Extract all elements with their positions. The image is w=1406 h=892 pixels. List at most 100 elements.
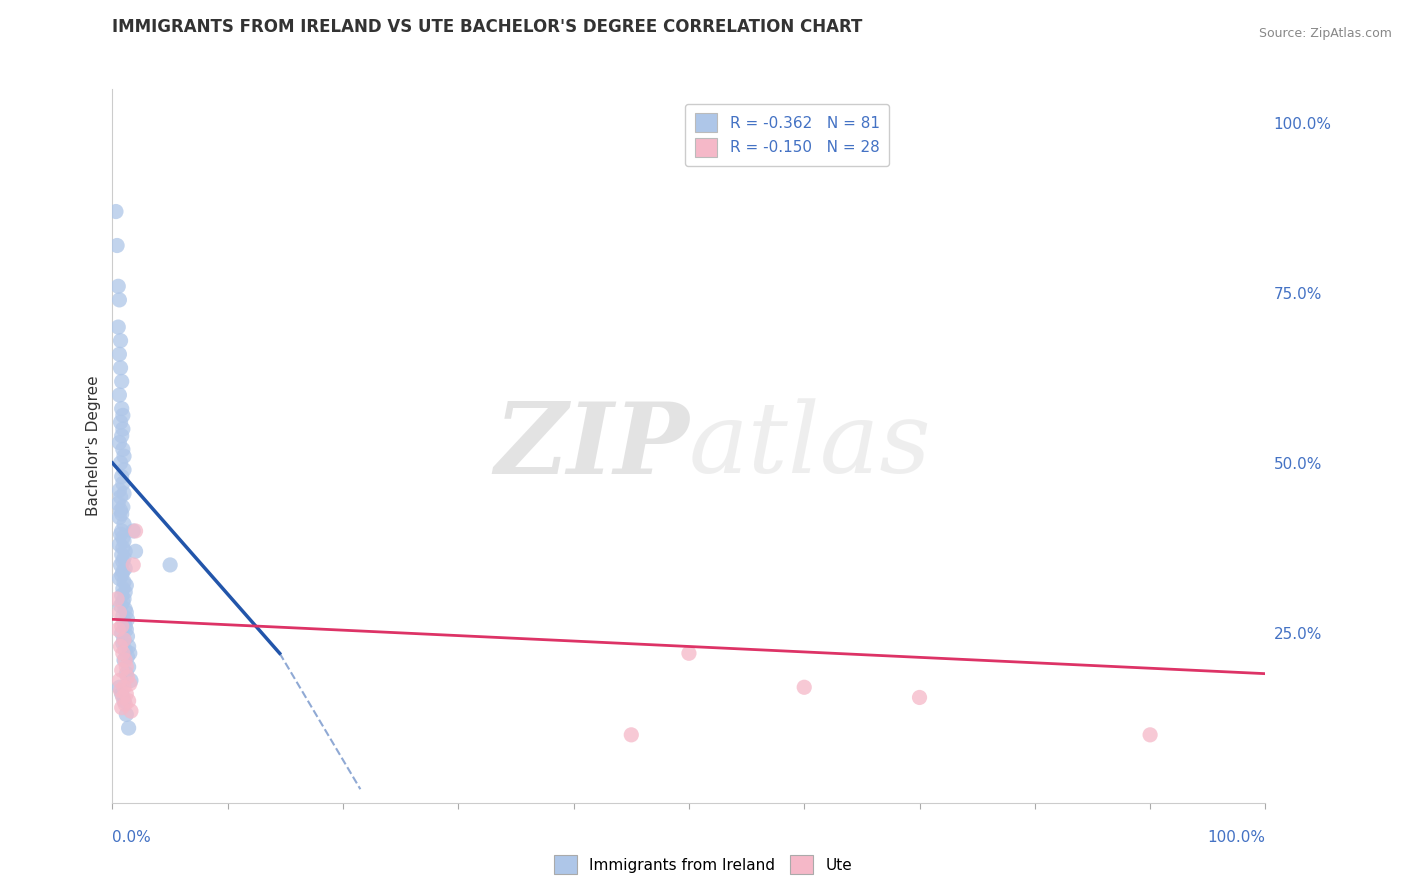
Point [111,524,134,538]
Point [112,680,135,694]
Point [111,401,134,416]
Point [114,643,136,657]
Point [110,640,132,654]
Point [108,483,131,498]
Point [114,585,136,599]
Point [908,690,931,705]
Point [114,698,136,712]
Point [114,544,136,558]
Point [112,591,135,606]
Point [107,320,129,334]
Legend: R = -0.362   N = 81, R = -0.150   N = 28: R = -0.362 N = 81, R = -0.150 N = 28 [685,104,889,166]
Point [122,524,145,538]
Point [108,435,131,450]
Point [111,626,134,640]
Point [117,640,139,654]
Point [111,476,134,491]
Point [111,429,134,443]
Point [678,646,700,660]
Point [124,544,146,558]
Point [110,456,132,470]
Point [108,572,131,586]
Point [110,490,132,504]
Text: 0.0%: 0.0% [112,830,152,845]
Point [104,204,127,219]
Point [108,347,131,361]
Point [111,595,134,609]
Point [112,632,135,647]
Point [105,591,128,606]
Point [110,360,132,375]
Point [115,707,138,722]
Legend: Immigrants from Ireland, Ute: Immigrants from Ireland, Ute [548,849,858,880]
Point [117,660,139,674]
Point [110,334,132,348]
Point [115,687,138,701]
Point [115,578,138,592]
Point [111,469,134,483]
Point [111,700,134,714]
Point [117,629,139,643]
Point [112,486,135,500]
Point [120,673,142,688]
Point [110,599,132,613]
Point [111,636,134,650]
Point [620,728,643,742]
Point [112,463,135,477]
Point [115,660,138,674]
Point [1139,728,1161,742]
Point [111,646,134,660]
Text: ZIP: ZIP [494,398,689,494]
Point [111,555,134,569]
Point [112,449,135,463]
Point [111,409,134,423]
Text: Source: ZipAtlas.com: Source: ZipAtlas.com [1258,27,1392,40]
Point [111,507,134,521]
Point [111,690,134,705]
Point [111,442,134,457]
Point [111,568,134,582]
Text: IMMIGRANTS FROM IRELAND VS UTE BACHELOR'S DEGREE CORRELATION CHART: IMMIGRANTS FROM IRELAND VS UTE BACHELOR'… [112,18,863,36]
Text: atlas: atlas [689,399,932,493]
Point [114,619,136,633]
Point [111,565,134,579]
Point [111,619,134,633]
Point [108,293,131,307]
Point [108,680,131,694]
Point [110,503,132,517]
Point [122,558,145,572]
Point [111,548,134,562]
Point [115,666,138,681]
Point [112,615,135,630]
Point [114,602,136,616]
Point [107,497,129,511]
Point [112,534,135,549]
Point [108,537,131,551]
Point [117,670,139,684]
Point [111,582,134,596]
Point [115,623,138,637]
Point [111,687,134,701]
Point [793,680,815,694]
Point [112,517,135,532]
Point [111,663,134,677]
Point [107,623,129,637]
Point [114,653,136,667]
Point [159,558,181,572]
Point [118,677,141,691]
Point [110,527,132,541]
Point [118,646,141,660]
Point [112,574,135,589]
Point [111,531,134,545]
Point [120,704,142,718]
Point [110,683,132,698]
Text: 100.0%: 100.0% [1208,830,1265,845]
Point [112,653,135,667]
Point [117,721,139,735]
Point [108,388,131,402]
Point [107,279,129,293]
Point [111,608,134,623]
Point [111,375,134,389]
Point [124,524,146,538]
Point [117,694,139,708]
